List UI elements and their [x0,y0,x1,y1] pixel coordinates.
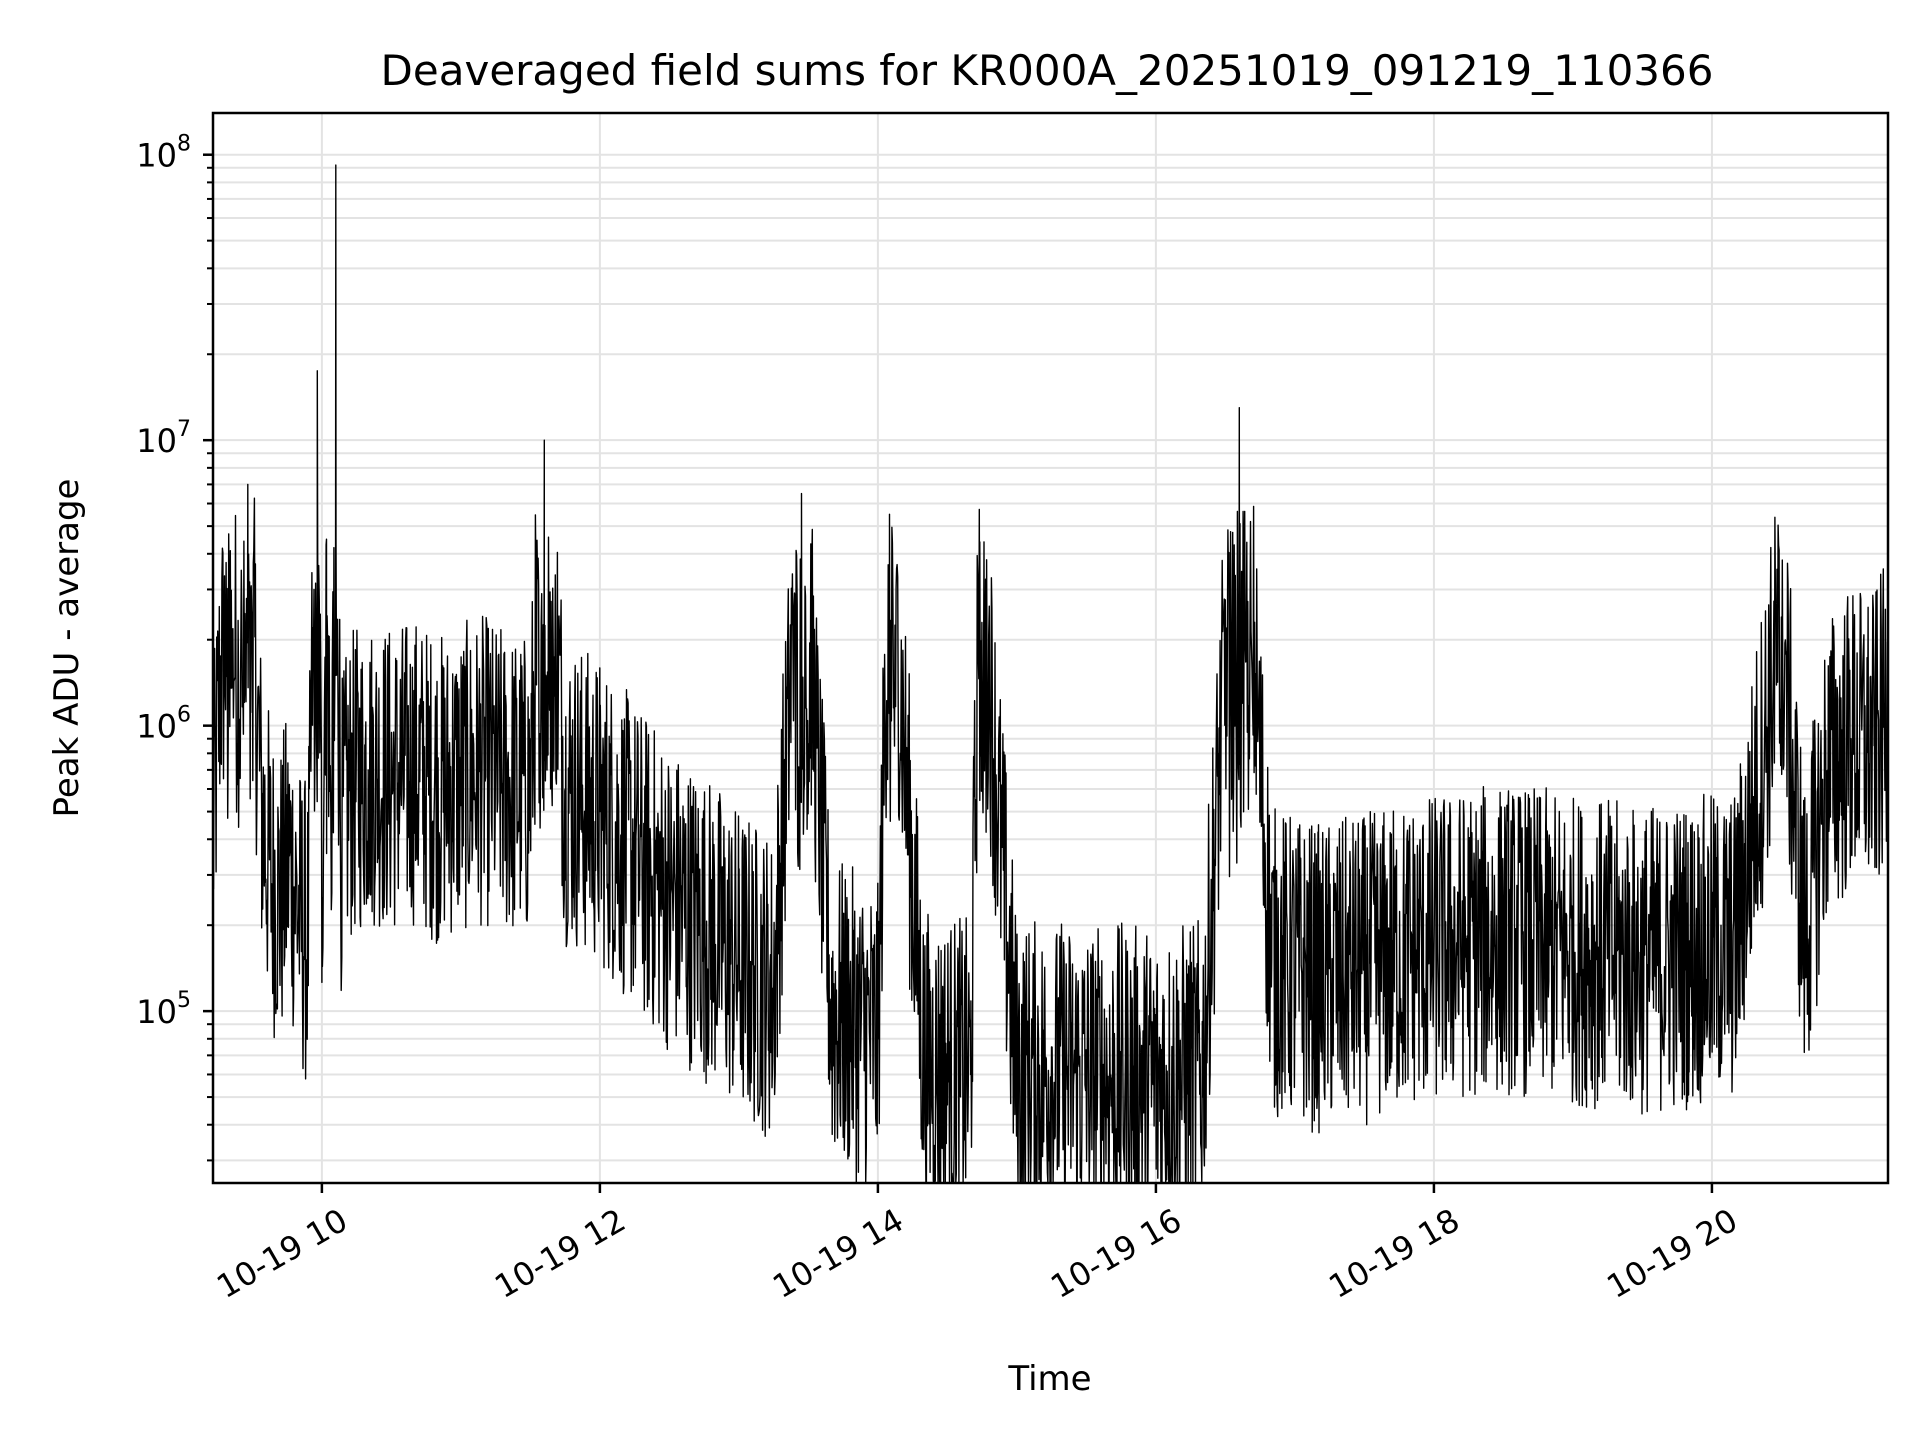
plot-frame [211,111,1890,1185]
y-tick-label: 107 [136,417,191,460]
y-tick-label: 106 [136,703,191,746]
x-axis-label: Time [1007,1359,1091,1399]
y-axis-label: Peak ADU - average [47,479,87,818]
plot-area [213,164,1888,1183]
y-tick-label: 108 [136,132,191,175]
chart-title: Deaveraged field sums for KR000A_2025101… [381,46,1714,95]
series-line [213,164,1888,1183]
y-axis: 105 106 107 108 [136,132,213,1162]
y-tick-label: 105 [136,988,191,1031]
